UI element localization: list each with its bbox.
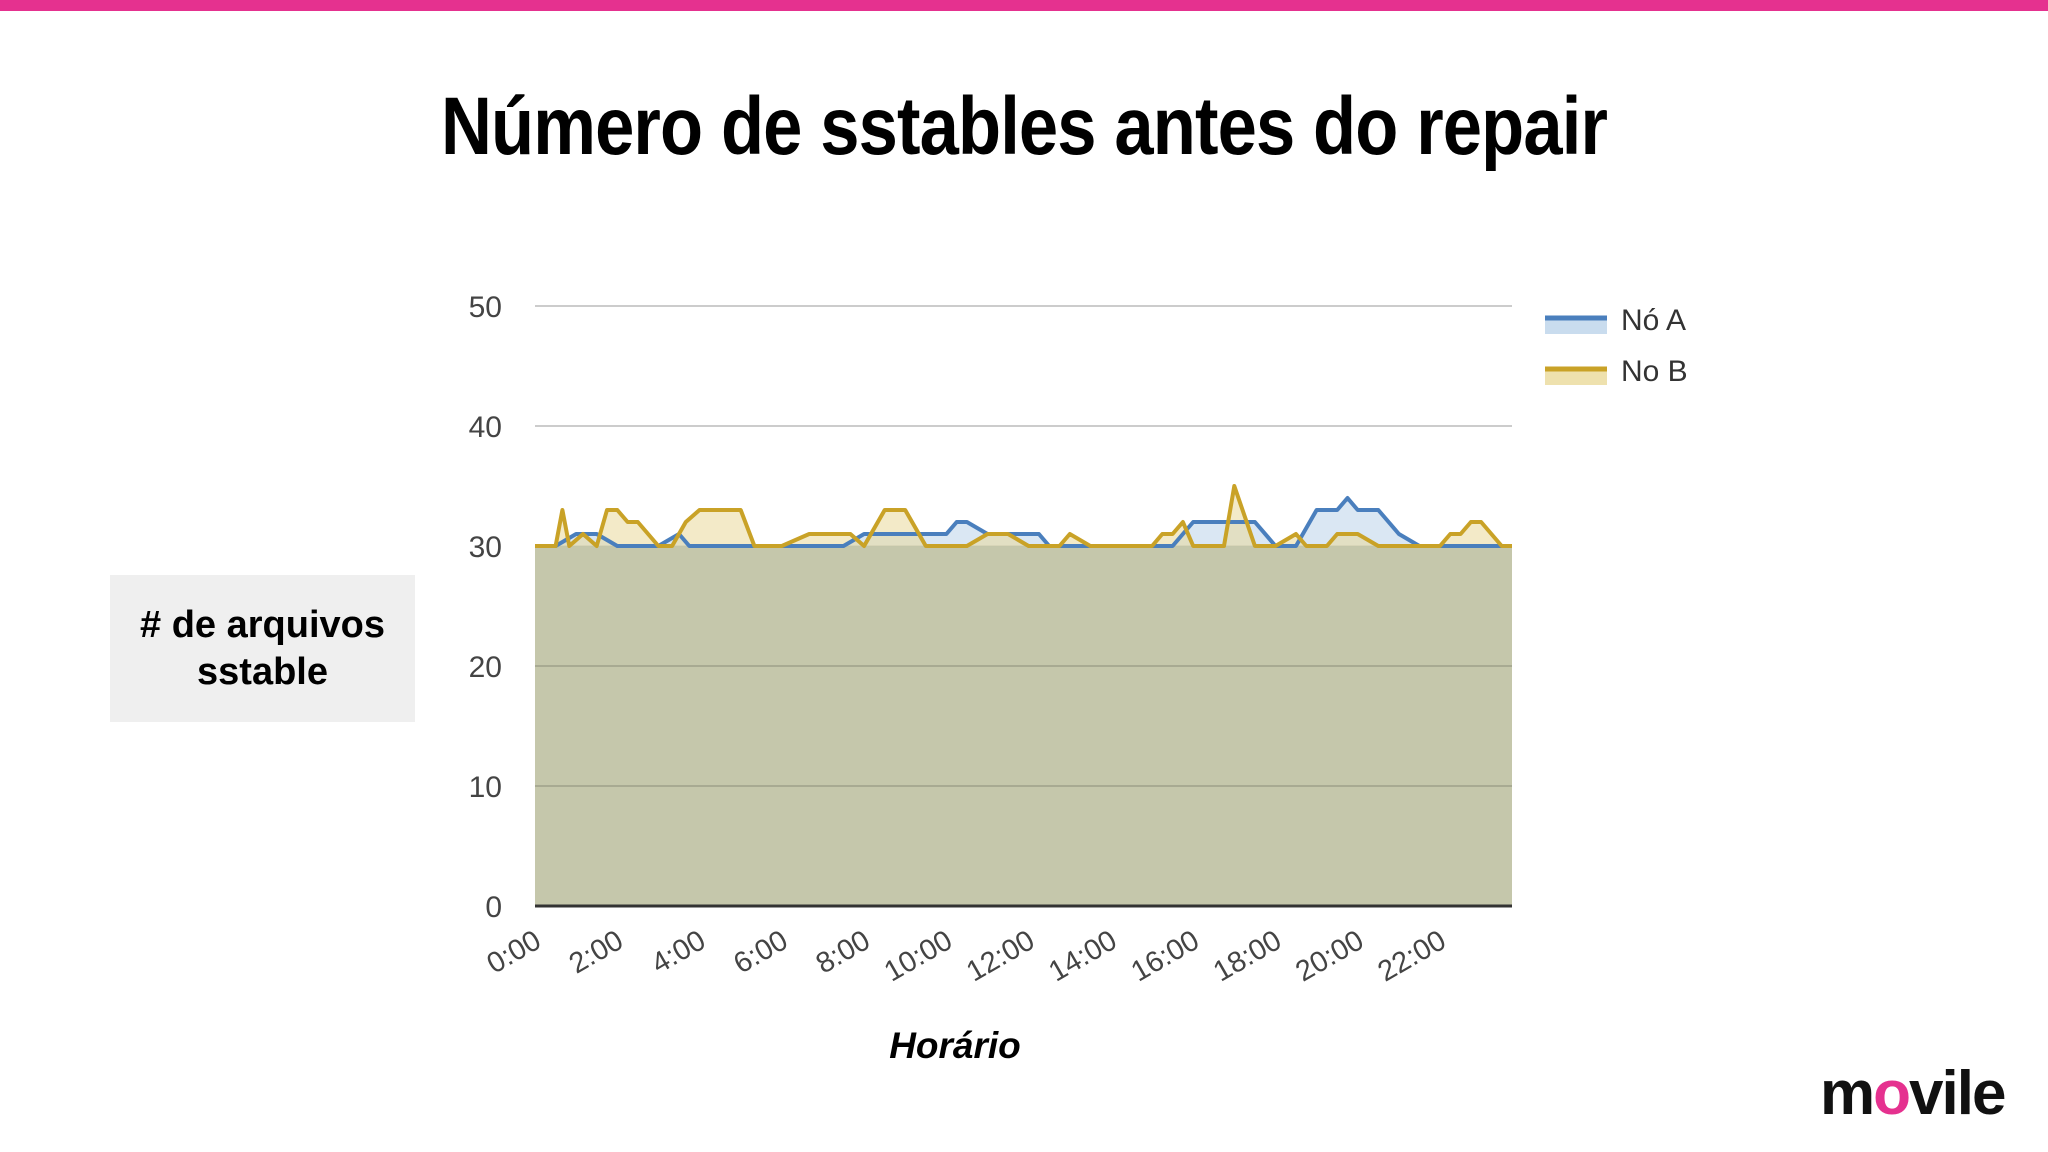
logo-text-accent: o — [1873, 1059, 1911, 1128]
y-tick-label-20: 20 — [469, 651, 502, 684]
legend-label-0: Nó A — [1621, 304, 1686, 337]
series-line-1 — [535, 484, 1512, 548]
series-line-0 — [535, 496, 1512, 548]
x-tick-label-3: 6:00 — [728, 924, 793, 980]
y-tick-label-50: 50 — [469, 291, 502, 324]
x-tick-label-11: 22:00 — [1373, 924, 1452, 988]
y-tick-label-40: 40 — [469, 411, 502, 444]
y-tick-label-30: 30 — [469, 531, 502, 564]
x-tick-label-9: 18:00 — [1208, 924, 1287, 988]
x-tick-label-7: 14:00 — [1044, 924, 1123, 988]
y-tick-label-10: 10 — [469, 771, 502, 804]
y-axis-label-box: # de arquivos sstable — [110, 575, 415, 722]
legend-swatch-fill-1 — [1545, 369, 1607, 385]
x-tick-label-10: 20:00 — [1290, 924, 1369, 988]
x-tick-label-5: 10:00 — [879, 924, 958, 988]
legend-swatch-fill-0 — [1545, 318, 1607, 334]
movile-logo: movile — [1820, 1058, 2006, 1128]
x-tick-label-2: 4:00 — [646, 924, 711, 980]
slide-title: Número de sstables antes do repair — [440, 81, 1608, 172]
legend-label-1: No B — [1621, 355, 1688, 388]
logo-text-post: vile — [1909, 1059, 2006, 1128]
accent-top-bar — [0, 0, 2048, 11]
x-tick-label-1: 2:00 — [564, 924, 629, 980]
logo-text-pre: m — [1820, 1059, 1875, 1128]
y-tick-label-0: 0 — [485, 891, 502, 924]
y-axis-label: # de arquivos sstable — [140, 603, 385, 693]
x-tick-label-4: 8:00 — [811, 924, 876, 980]
x-axis-label: Horário — [889, 1025, 1021, 1066]
x-tick-label-8: 16:00 — [1126, 924, 1205, 988]
series-overlap-area — [535, 546, 1512, 906]
x-tick-label-6: 12:00 — [961, 924, 1040, 988]
x-tick-label-0: 0:00 — [482, 924, 547, 980]
